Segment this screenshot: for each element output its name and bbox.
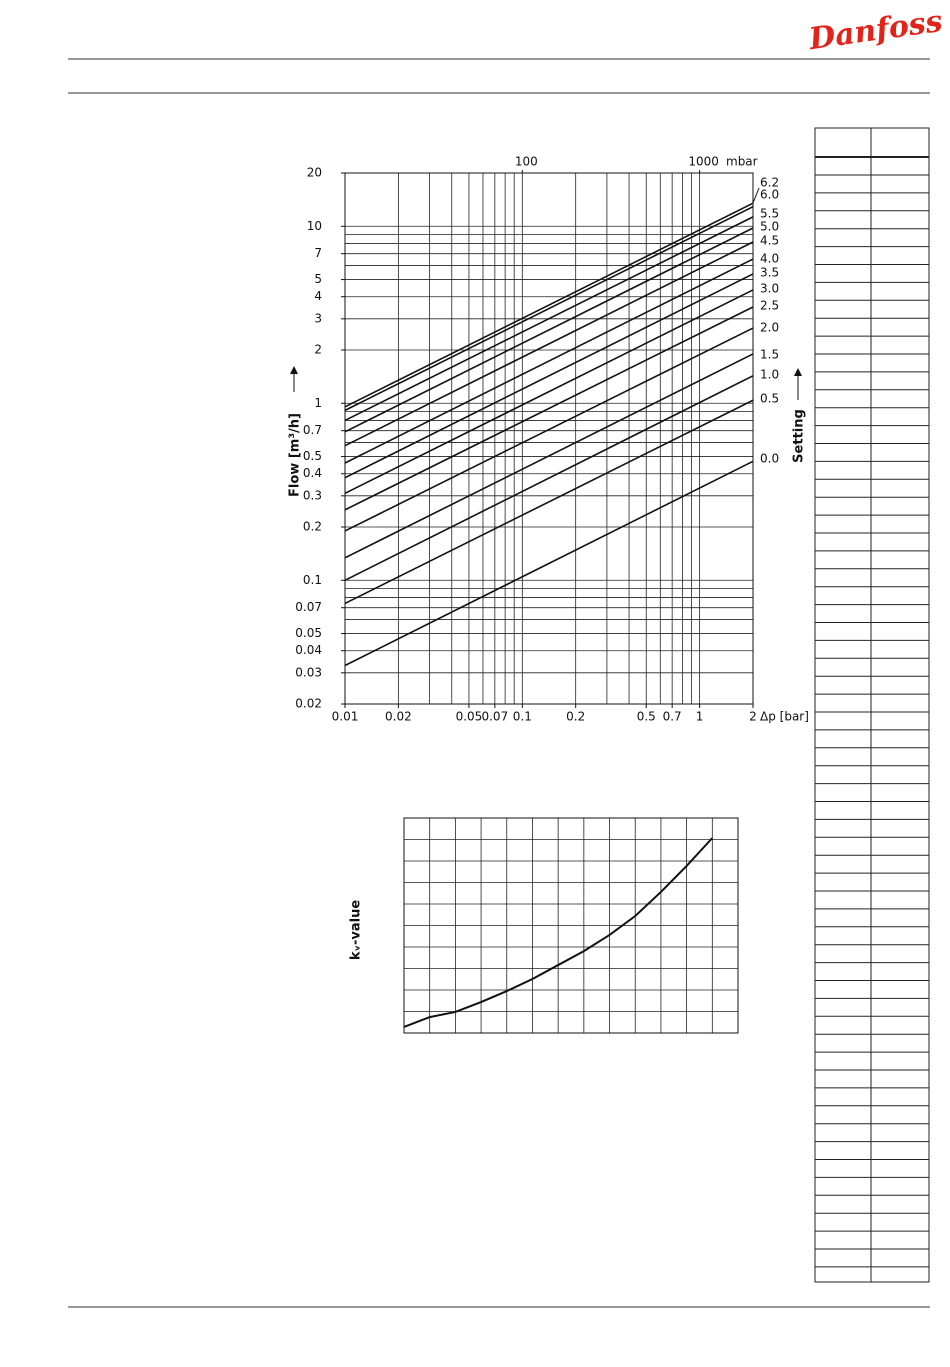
y-tick-label: 0.1 [303, 573, 322, 587]
series-label: 5.5 [760, 207, 779, 221]
series-line [344, 327, 754, 532]
logo: Danfoss [806, 4, 945, 57]
y-axis-label: Flow [m³/h] [288, 413, 303, 497]
series-label: 0.5 [760, 392, 779, 406]
y-tick-label: 2 [314, 343, 322, 357]
x2-tick-label: 100 [515, 155, 538, 169]
series-line [344, 460, 754, 667]
y-tick-label: 0.3 [303, 488, 322, 502]
x-axis-label: Δp [bar] [760, 710, 809, 724]
y-tick-label: 0.03 [295, 665, 322, 679]
x2-axis-label: mbar [726, 155, 758, 169]
series-line [344, 273, 754, 479]
y-tick-label: 4 [314, 289, 322, 303]
series-line [403, 837, 714, 1028]
series-label: 6.0 [760, 188, 779, 202]
y-tick-label: 0.2 [303, 520, 322, 534]
arrow-head [290, 366, 298, 374]
x-tick-label: 2 [749, 710, 757, 724]
series-axis-label: Setting [792, 409, 807, 463]
x-tick-label: 0.05 [456, 710, 483, 724]
series-label: 3.0 [760, 282, 779, 296]
series-label: 4.0 [760, 252, 779, 266]
series-line [344, 289, 754, 495]
series-label: 2.0 [760, 321, 779, 335]
y-tick-label: 0.07 [295, 600, 322, 614]
x-tick-label: 0.02 [385, 710, 412, 724]
y-tick-label: 1 [314, 396, 322, 410]
series-line [344, 205, 754, 412]
y-tick-label: 5 [314, 272, 322, 286]
y-tick-label: 3 [314, 311, 322, 325]
series-line [344, 202, 754, 408]
plot-frame [344, 172, 754, 705]
series-line [344, 227, 754, 433]
x-tick-label: 1 [696, 710, 704, 724]
y-tick-label: 0.5 [303, 449, 322, 463]
y-tick-label: 0.05 [295, 626, 322, 640]
series-label: 1.0 [760, 368, 779, 382]
y-tick-label: 7 [314, 246, 322, 260]
series-line [344, 241, 754, 447]
x-tick-label: 0.2 [566, 710, 585, 724]
series-label: 6.2 [760, 176, 779, 190]
x2-tick-label: 1000 [688, 155, 719, 169]
series-label: 3.5 [760, 266, 779, 280]
series-line [344, 258, 754, 464]
y-tick-label: 0.02 [295, 697, 322, 711]
series-line [344, 375, 754, 581]
series-label: 0.0 [760, 452, 779, 466]
series-line [344, 353, 754, 559]
side-table [814, 127, 930, 1283]
series-label: 5.0 [760, 220, 779, 234]
x-tick-label: 0.1 [513, 710, 532, 724]
y-tick-label: 0.7 [303, 423, 322, 437]
arrow-head [794, 368, 802, 376]
x-tick-label: 0.01 [332, 710, 359, 724]
x-tick-label: 0.5 [637, 710, 656, 724]
y-tick-label: 0.4 [303, 466, 322, 480]
series-line [344, 306, 754, 511]
series-line [344, 399, 754, 605]
x-tick-label: 0.07 [481, 710, 508, 724]
leader [752, 187, 760, 204]
y-tick-label: 0.04 [295, 643, 322, 657]
plot-frame [403, 817, 739, 1034]
y-tick-label: 10 [307, 219, 322, 233]
series-line [344, 216, 754, 422]
table-frame [814, 127, 930, 1283]
y-tick-label: 20 [307, 166, 322, 180]
x-tick-label: 0.7 [663, 710, 682, 724]
y-axis-label: kᵥ-value [349, 900, 364, 961]
series-label: 4.5 [760, 234, 779, 248]
series-label: 2.5 [760, 299, 779, 313]
series-label: 1.5 [760, 348, 779, 362]
